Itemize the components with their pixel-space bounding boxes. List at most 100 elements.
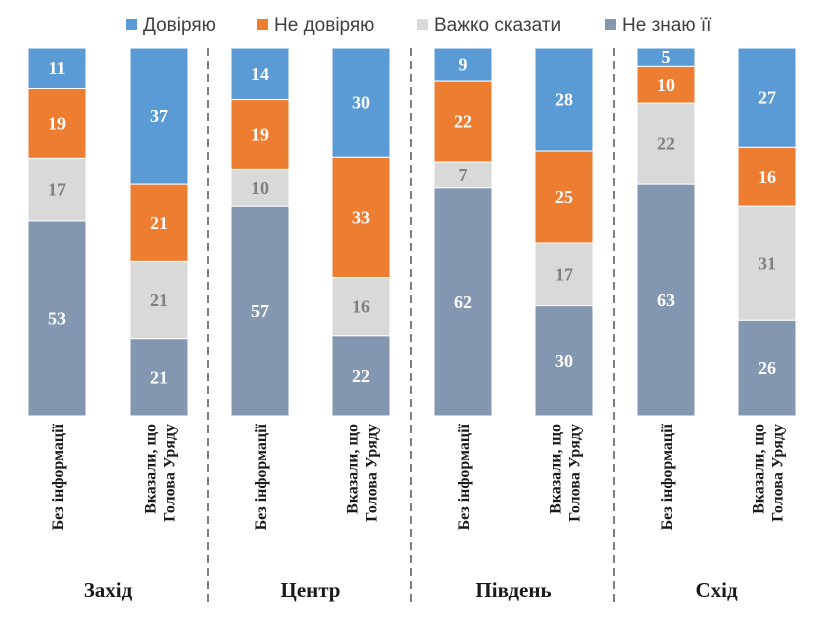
- bar-3-2: 28 25 17 30: [534, 47, 594, 417]
- data-label: 16: [352, 297, 370, 317]
- legend-swatch-2: [257, 19, 268, 30]
- region-label: Захід: [84, 578, 133, 602]
- data-label: 19: [48, 113, 66, 133]
- segment-не-знаю-її: [737, 319, 797, 417]
- data-label: 10: [251, 178, 269, 198]
- data-label: 63: [657, 290, 675, 310]
- region-label: Південь: [475, 578, 551, 602]
- data-label: 5: [662, 47, 671, 67]
- data-label: 17: [555, 264, 573, 284]
- category-labels: Без інформації Вказали, що Голова Уряду Без…: [50, 423, 787, 530]
- segment-не-довіряю: [433, 80, 493, 163]
- category-label: Без інформації: [253, 423, 270, 530]
- category-label: Вказали, що Голова Уряду: [143, 424, 179, 522]
- category-label-line: Без інформації: [659, 423, 676, 530]
- data-label: 21: [150, 213, 168, 233]
- bar-4-1: 5 10 22 63: [636, 47, 696, 417]
- category-label: Без інформації: [659, 423, 676, 530]
- category-label: Вказали, що Голова Уряду: [548, 424, 584, 522]
- region-dividers: [207, 48, 615, 604]
- segment-не-знаю-її: [129, 338, 189, 417]
- segment-не-знаю-її: [433, 187, 493, 417]
- segment-довіряю: [534, 47, 594, 152]
- segment-не-довіряю: [737, 146, 797, 207]
- data-label: 22: [352, 366, 370, 386]
- data-label: 14: [251, 64, 269, 84]
- segment-не-знаю-її: [230, 205, 290, 417]
- bar-3-1: 9 22 7 62: [433, 47, 493, 417]
- data-label: 31: [758, 253, 776, 273]
- legend-label-4: Не знаю її: [622, 15, 712, 36]
- category-label-line: Голова Уряду: [162, 424, 179, 522]
- legend-item-1: Довіряю: [126, 15, 216, 36]
- legend-label-2: Не довіряю: [274, 15, 374, 36]
- data-label: 62: [454, 292, 472, 312]
- segment-важко-сказати: [27, 157, 87, 222]
- category-label-line: Голова Уряду: [364, 424, 381, 522]
- segment-не-довіряю: [636, 65, 696, 104]
- segment-важко-сказати: [129, 260, 189, 340]
- bar-1-1: 11 19 17 53: [27, 47, 87, 417]
- data-label: 53: [48, 308, 66, 328]
- segment-не-знаю-її: [636, 183, 696, 417]
- data-label: 19: [251, 124, 269, 144]
- category-label-line: Вказали, що: [345, 424, 362, 514]
- segment-важко-сказати: [331, 277, 391, 337]
- segment-не-знаю-її: [331, 335, 391, 417]
- category-label-line: Без інформації: [456, 423, 473, 530]
- data-label: 33: [352, 207, 370, 227]
- segment-не-знаю-її: [534, 305, 594, 417]
- segment-не-довіряю: [331, 156, 391, 279]
- segment-важко-сказати: [636, 102, 696, 185]
- legend-label-3: Важко сказати: [434, 15, 561, 36]
- data-label: 37: [150, 106, 168, 126]
- legend-item-3: Важко сказати: [417, 15, 561, 36]
- data-label: 10: [657, 75, 675, 95]
- legend-item-2: Не довіряю: [257, 15, 374, 36]
- category-label-line: Вказали, що: [143, 424, 160, 514]
- legend-swatch-1: [126, 19, 137, 30]
- data-label: 22: [657, 134, 675, 154]
- legend-item-4: Не знаю її: [605, 15, 712, 36]
- region-label: Центр: [280, 578, 340, 602]
- data-label: 21: [150, 367, 168, 387]
- segment-довіряю: [737, 47, 797, 148]
- category-label-line: Голова Уряду: [567, 424, 584, 522]
- legend-swatch-3: [417, 19, 428, 30]
- segment-довіряю: [433, 47, 493, 82]
- category-label: Без інформації: [456, 423, 473, 530]
- data-label: 17: [48, 180, 66, 200]
- data-label: 9: [459, 55, 468, 75]
- bar-2-2: 30 33 16 22: [331, 47, 391, 417]
- data-label: 16: [758, 167, 776, 187]
- segment-важко-сказати: [737, 205, 797, 321]
- data-label: 7: [459, 165, 468, 185]
- data-label: 30: [352, 93, 370, 113]
- segment-довіряю: [129, 47, 189, 185]
- data-label: 30: [555, 351, 573, 371]
- segment-довіряю: [331, 47, 391, 158]
- segment-не-довіряю: [129, 183, 189, 262]
- region-labels: Захід Центр Південь Схід: [84, 578, 738, 602]
- category-label: Без інформації: [50, 423, 67, 530]
- segment-не-знаю-її: [27, 220, 87, 417]
- segment-довіряю: [27, 47, 87, 89]
- data-label: 26: [758, 358, 776, 378]
- category-label-line: Без інформації: [253, 423, 270, 530]
- bar-1-2: 37 21 21 21: [129, 47, 189, 417]
- category-label-line: Вказали, що: [751, 424, 768, 514]
- chart-legend: Довіряю Не довіряю Важко сказати Не знаю її: [126, 15, 712, 36]
- category-label-line: Вказали, що: [548, 424, 565, 514]
- data-label: 27: [758, 88, 776, 108]
- bar-4-2: 27 16 31 26: [737, 47, 797, 417]
- legend-label-1: Довіряю: [143, 15, 216, 36]
- data-label: 11: [48, 58, 65, 78]
- legend-swatch-4: [605, 19, 616, 30]
- category-label-line: Без інформації: [50, 423, 67, 530]
- category-label: Вказали, що Голова Уряду: [345, 424, 381, 522]
- data-label: 21: [150, 290, 168, 310]
- data-label: 57: [251, 301, 269, 321]
- data-label: 22: [454, 112, 472, 132]
- data-label: 28: [555, 90, 573, 110]
